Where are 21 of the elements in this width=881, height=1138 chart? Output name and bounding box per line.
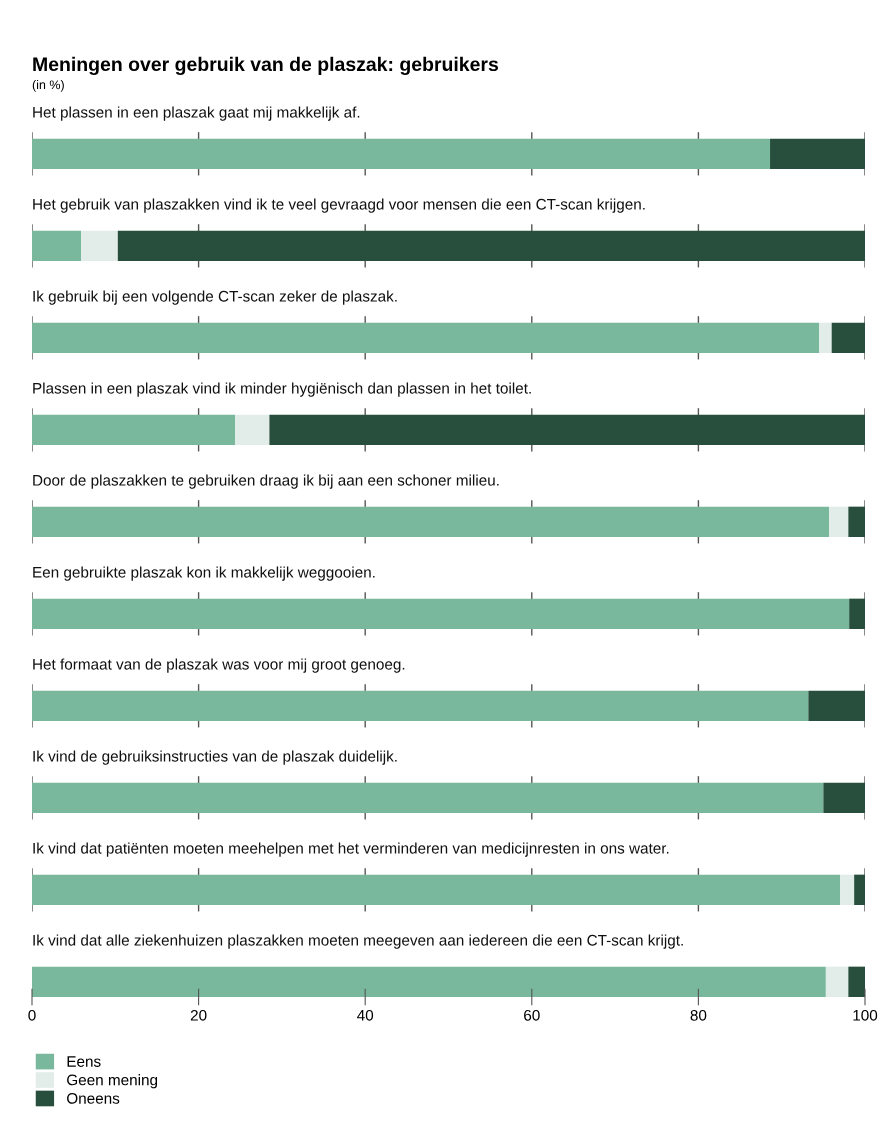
y-tick-label: Ik vind de gebruiksinstructies van de plaszak duidelijk. [33,750,397,765]
y-tick-label: Ik vind dat alle ziekenhuizen plaszakken moeten meegeven aan iedereen die een CT-scan krijgt. [33,934,683,949]
y-tick-label: Het gebruik van plaszakken vind ik te veel gevraagd voor mensen die een CT-scan krijgen. [33,198,645,213]
y-tick-label: Het formaat van de plaszak was voor mij groot genoeg. [33,658,405,673]
x-tick-label: 60 [524,1009,540,1021]
text: (in %) [32,80,64,92]
x-tick-label: 40 [357,1009,374,1021]
y-tick-label: Het plassen in een plaszak gaat mij makkelijk af. [33,106,360,121]
y-tick-label: Een gebruikte plaszak kon ik makkelijk weggooien. [33,566,375,581]
chart-title: Meningen over gebruik van de plaszak: gebruikers [33,56,499,75]
x-tick-label: 80 [690,1009,707,1021]
y-tick-label: Plassen in een plaszak vind ik minder hygiënisch dan plassen in het toilet. [33,382,531,397]
y-tick-label: Ik vind dat patiënten moeten meehelpen met het verminderen van medicijnresten in ons water. [33,842,669,857]
x-tick-label: 20 [190,1009,207,1021]
legend-label: Eens [67,1056,101,1067]
legend-label: Oneens [67,1092,120,1104]
y-tick-label: Door de plaszakken te gebruiken draag ik bij aan een schoner milieu. [33,474,499,489]
x-tick-label: 100 [853,1009,878,1021]
y-tick-label: Ik gebruik bij een volgende CT-scan zeker de plaszak. [33,290,397,305]
x-tick-label: 0 [28,1009,36,1021]
legend-label: Geen mening [67,1074,158,1089]
